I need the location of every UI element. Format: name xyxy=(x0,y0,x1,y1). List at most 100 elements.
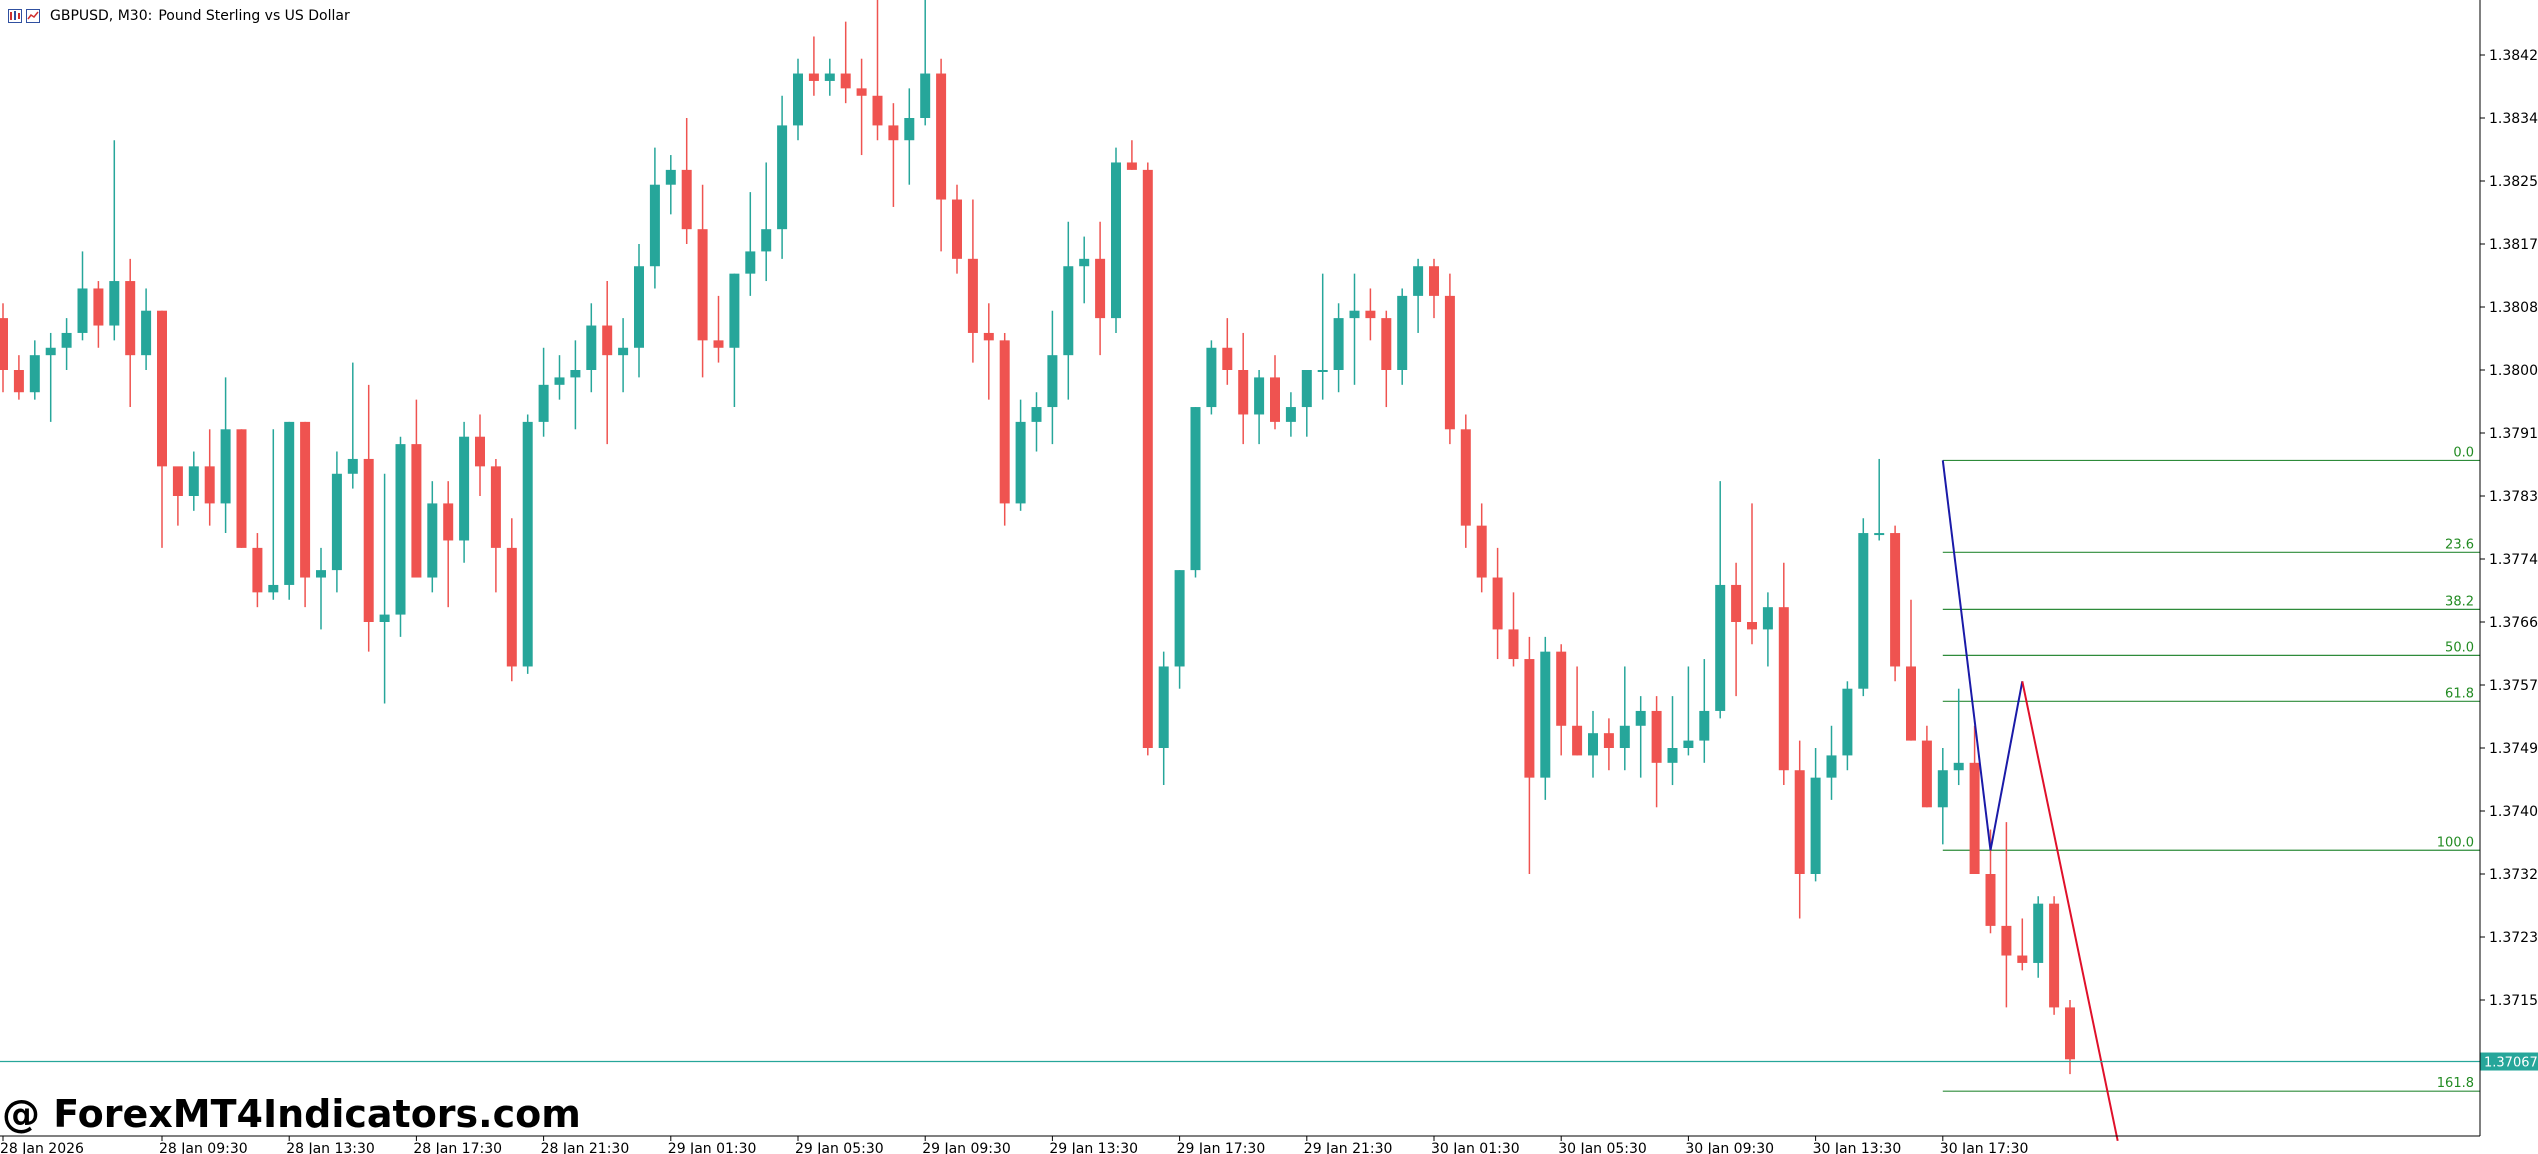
candle-body xyxy=(157,310,167,467)
candle xyxy=(1953,688,1964,786)
candle xyxy=(1699,659,1710,763)
candle-body xyxy=(1778,607,1789,771)
x-tick-label: 28 Jan 2026 xyxy=(0,1141,84,1154)
candle-body xyxy=(331,473,342,571)
candle xyxy=(268,429,279,600)
candle-body xyxy=(1254,377,1265,415)
candle-body xyxy=(777,125,788,230)
candle-body xyxy=(2033,903,2044,963)
candlestick-series xyxy=(0,0,2075,1075)
candle-body xyxy=(602,325,613,356)
candle-body xyxy=(204,466,215,504)
current-price-label: 1.37067 xyxy=(2484,1056,2538,1071)
chart-window-icon[interactable] xyxy=(8,9,22,23)
candle xyxy=(777,95,788,259)
candle xyxy=(1890,525,1901,682)
candle-body xyxy=(506,547,517,667)
candle xyxy=(1222,318,1233,385)
candle-body xyxy=(1015,421,1026,504)
candle xyxy=(1349,273,1360,385)
x-tick-label: 29 Jan 01:30 xyxy=(668,1141,757,1154)
candle xyxy=(93,281,104,348)
candle-body xyxy=(1047,355,1058,408)
candle xyxy=(1190,407,1201,578)
fib-level: 161.8 xyxy=(1942,1076,2480,1092)
zigzag-indicator xyxy=(1941,460,2119,1142)
candle-body xyxy=(904,118,915,141)
candle xyxy=(1047,310,1058,445)
candle-body xyxy=(570,370,581,378)
candle-body xyxy=(411,444,422,578)
candle-body xyxy=(61,332,72,348)
candle xyxy=(967,199,978,363)
candle-body xyxy=(824,73,835,81)
candle-body xyxy=(745,251,756,274)
candle xyxy=(1937,748,1948,845)
candle xyxy=(77,251,88,341)
candle xyxy=(1826,725,1837,800)
candle-body xyxy=(13,370,24,393)
candle xyxy=(300,421,311,608)
candle-body xyxy=(1890,533,1901,667)
candle xyxy=(522,414,533,674)
candle-body xyxy=(379,614,390,622)
chart-options-icon[interactable] xyxy=(26,9,40,23)
candle xyxy=(220,377,231,534)
candle-body xyxy=(268,584,279,593)
candle-body xyxy=(1731,584,1742,622)
candle xyxy=(983,303,994,400)
candle-body xyxy=(252,547,263,593)
candle-body xyxy=(1079,258,1090,267)
candle-body xyxy=(490,466,501,548)
fibonacci-levels: 0.0 23.6 38.2 50.0 61.8 100.0 161.8 xyxy=(1942,445,2480,1092)
candle-body xyxy=(475,436,485,467)
candle xyxy=(1778,562,1789,786)
candle xyxy=(141,288,152,370)
candle xyxy=(1111,147,1121,333)
x-tick-label: 29 Jan 21:30 xyxy=(1304,1141,1393,1154)
candle xyxy=(1429,258,1439,319)
zigzag-segment xyxy=(1941,460,1992,851)
candle-body xyxy=(1365,310,1376,319)
y-tick-label: 1.38170 xyxy=(2489,237,2538,253)
candle-body xyxy=(697,229,708,341)
candle xyxy=(1810,748,1821,882)
candle xyxy=(1588,710,1598,778)
candle-body xyxy=(1476,525,1487,578)
candle xyxy=(920,0,931,126)
candle xyxy=(1397,288,1408,385)
candle xyxy=(1874,458,1885,541)
candle xyxy=(475,414,485,496)
x-tick-label: 30 Jan 01:30 xyxy=(1431,1141,1520,1154)
candle-body xyxy=(1667,748,1678,763)
fib-level: 0.0 xyxy=(1942,445,2480,462)
candle-body xyxy=(284,421,295,585)
candle-body xyxy=(1858,533,1869,689)
chart-symbol-label: GBPUSD, M30: xyxy=(50,8,153,24)
candle xyxy=(602,281,613,445)
candle-body xyxy=(1126,162,1137,170)
candle-body xyxy=(2065,1007,2075,1060)
candle-body xyxy=(618,347,629,356)
candle xyxy=(2049,896,2060,1015)
candle xyxy=(681,118,692,244)
candle-body xyxy=(713,340,724,348)
candle-body xyxy=(952,199,962,259)
candle xyxy=(1444,273,1455,445)
candle-body xyxy=(1238,370,1249,415)
candle xyxy=(109,140,120,341)
candle-body xyxy=(45,347,56,356)
candle-body xyxy=(1429,266,1439,296)
y-tick-label: 1.37575 xyxy=(2489,678,2538,694)
y-tick-label: 1.37235 xyxy=(2489,930,2538,946)
candle-body xyxy=(1969,762,1980,874)
candle xyxy=(1413,258,1424,333)
candle-body xyxy=(2017,955,2028,963)
candle xyxy=(634,244,644,378)
candle-body xyxy=(1508,629,1519,660)
candle xyxy=(1540,636,1551,800)
candle-body xyxy=(999,340,1010,504)
candle xyxy=(1683,666,1694,756)
candle-body xyxy=(1190,407,1201,571)
